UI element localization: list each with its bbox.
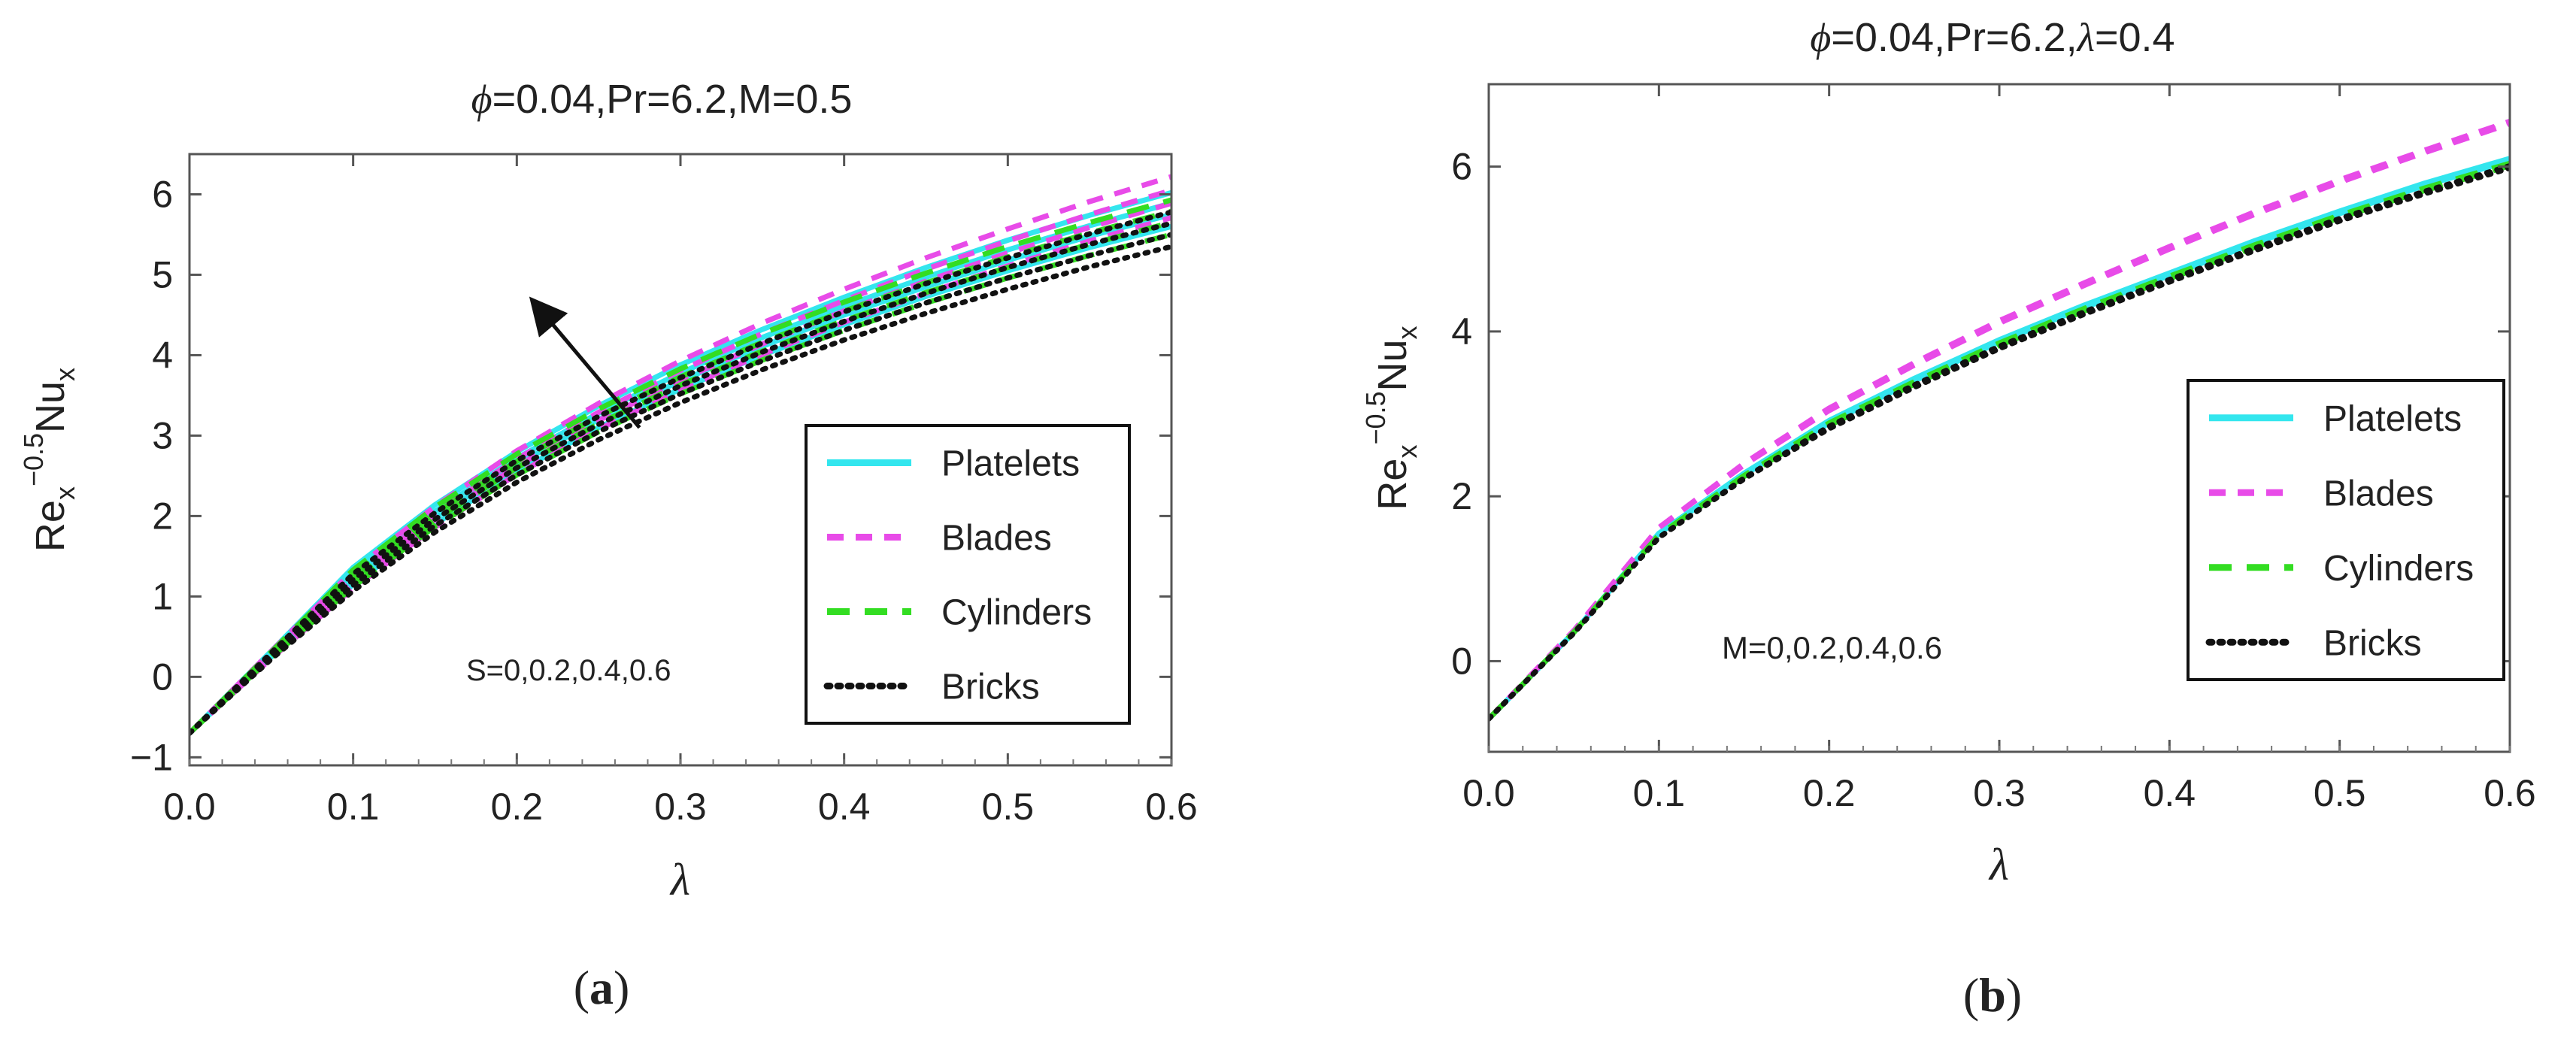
legend-label-cylinders: Cylinders xyxy=(2323,549,2474,589)
x-tick-label: 0.3 xyxy=(654,786,707,828)
x-tick-label: 0.2 xyxy=(491,786,544,828)
series-line-bricks-0.2 xyxy=(189,232,1171,736)
panel-b-chart: 0.0 0.1 0.2 0.3 0.4 0.5 0.6 0 2 4 6 ϕ=0.04,Pr=6.2,λ… xyxy=(1360,15,2536,1022)
x-tick-label: 0.1 xyxy=(327,786,380,828)
x-axis-label: λ xyxy=(669,855,690,904)
legend-label-platelets: Platelets xyxy=(2323,399,2462,439)
x-tick-label: 0.5 xyxy=(2314,772,2366,814)
y-tick-label: 4 xyxy=(1451,310,1472,353)
y-tick-label: 2 xyxy=(152,495,173,537)
series-line-bricks-0.4 xyxy=(189,220,1171,736)
legend-label-cylinders: Cylinders xyxy=(941,593,1092,633)
legend-label-blades: Blades xyxy=(2323,474,2434,513)
series-line-bricks-0.6 xyxy=(1489,165,2510,722)
y-tick-label: 6 xyxy=(1451,146,1472,188)
legend: Platelets Blades Cylinders Bricks xyxy=(805,424,1131,725)
series-group xyxy=(1489,118,2510,722)
x-tick-label: 0.4 xyxy=(818,786,871,828)
parameter-annotation: S=0,0.2,0.4,0.6 xyxy=(466,654,671,687)
legend-box xyxy=(2187,379,2505,681)
series-line-bricks-0 xyxy=(189,244,1171,736)
x-tick-label: 0.6 xyxy=(2484,772,2536,814)
panel-label: (a) xyxy=(574,961,630,1014)
x-tick-label: 0.5 xyxy=(982,786,1035,828)
chart-title: ϕ=0.04,Pr=6.2,λ=0.4 xyxy=(1810,15,2174,60)
x-tick-label: 0.2 xyxy=(1803,772,1856,814)
y-tick-label: −1 xyxy=(130,736,173,778)
series-line-bricks-0.6 xyxy=(189,209,1171,736)
chart-title: ϕ=0.04,Pr=6.2,M=0.5 xyxy=(471,77,853,122)
parameter-annotation: M=0,0.2,0.4,0.6 xyxy=(1722,630,1942,665)
panel-a-chart: 0.0 0.1 0.2 0.3 0.4 0.5 0.6 −1 0 1 2 3 4 5 6 ϕ=0.04,Pr=… xyxy=(18,77,1198,1014)
series-line-cylinders-0.6 xyxy=(189,197,1171,735)
y-axis-label: Rex−0.5Nux xyxy=(1360,326,1423,510)
y-tick-label: 0 xyxy=(152,656,173,698)
x-tick-label: 0.1 xyxy=(1633,772,1686,814)
legend: Platelets Blades Cylinders Bricks xyxy=(2187,379,2505,681)
y-tick-label: 6 xyxy=(152,173,173,215)
legend-label-platelets: Platelets xyxy=(941,444,1080,484)
trend-arrow xyxy=(529,296,641,429)
y-tick-label: 3 xyxy=(152,414,173,456)
y-axis-label: Rex−0.5Nux xyxy=(18,368,80,552)
y-tick-label: 5 xyxy=(152,253,173,295)
x-tick-label: 0.3 xyxy=(1973,772,2026,814)
x-tick-label: 0.4 xyxy=(2144,772,2196,814)
legend-label-bricks: Bricks xyxy=(941,668,1040,707)
x-tick-label: 0.0 xyxy=(1462,772,1515,814)
y-tick-label: 4 xyxy=(152,334,173,376)
series-group xyxy=(189,174,1171,736)
x-axis-label: λ xyxy=(1988,840,2009,889)
y-tick-label: 0 xyxy=(1451,640,1472,682)
legend-label-bricks: Bricks xyxy=(2323,623,2422,663)
x-tick-label: 0.6 xyxy=(1145,786,1198,828)
x-tick-label: 0.0 xyxy=(163,786,216,828)
legend-label-blades: Blades xyxy=(941,519,1052,559)
legend-box xyxy=(805,424,1131,725)
y-tick-label: 2 xyxy=(1451,475,1472,517)
y-tick-label: 1 xyxy=(152,575,173,617)
series-line-cylinders-0.2 xyxy=(189,220,1171,735)
panel-label: (b) xyxy=(1963,968,2022,1022)
